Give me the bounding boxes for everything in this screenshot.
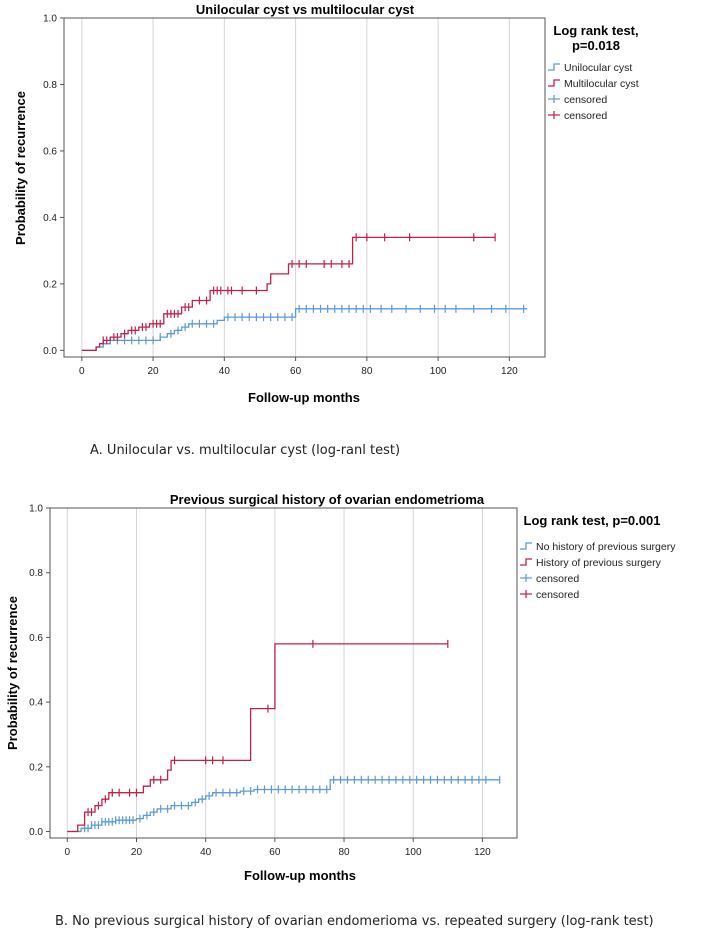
series-group [81, 233, 528, 352]
legend-label: censored [536, 589, 579, 601]
y-tick-label: 1.0 [43, 14, 57, 25]
y-axis-label: Probability of recurrence [5, 596, 20, 750]
x-tick-label: 120 [501, 366, 518, 377]
x-tick-label: 40 [219, 366, 231, 377]
x-tick-label: 20 [148, 366, 160, 377]
legend-label: History of previous surgery [536, 557, 662, 569]
legend-label: Unilocular cyst [564, 62, 632, 74]
legend-label: censored [536, 573, 579, 585]
x-tick-label: 20 [131, 847, 143, 858]
legend-label: censored [564, 110, 607, 122]
x-tick-label: 80 [361, 366, 373, 377]
legend-line-swatch [520, 542, 532, 550]
x-axis-label: Follow-up months [244, 868, 356, 883]
y-tick-label: 0.2 [29, 762, 43, 773]
legend-line-swatch [548, 79, 560, 87]
y-tick-label: 0.4 [29, 698, 43, 709]
x-tick-labels: 0 20 40 60 80 100 120 [79, 366, 518, 377]
y-tick-labels: 0.0 0.2 0.4 0.6 0.8 1.0 [29, 504, 43, 839]
y-tick-labels: 0.0 0.2 0.4 0.6 0.8 1.0 [43, 14, 57, 357]
legend-title-line1: Log rank test, p=0.001 [524, 513, 661, 528]
y-tick-label: 0.4 [43, 213, 57, 224]
series-line [81, 236, 496, 352]
x-tick-label: 40 [200, 847, 212, 858]
legend-line-swatch [520, 558, 532, 566]
y-tick-label: 0.8 [29, 568, 43, 579]
legend-label: censored [564, 94, 607, 106]
figure-caption-a: A. Unilocular vs. multilocular cyst (log… [90, 443, 401, 458]
figure-caption-b: B. No previous surgical history of ovari… [55, 914, 654, 929]
legend-title-line1: Log rank test, [553, 23, 638, 38]
x-tick-label: 0 [79, 366, 85, 377]
legend: Log rank test, p=0.001 No history of pre… [520, 513, 676, 601]
y-tick-label: 0.6 [43, 146, 57, 157]
x-tick-labels: 0 20 40 60 80 100 120 [65, 847, 492, 858]
chart-title: Previous surgical history of ovarian end… [170, 492, 485, 507]
series-group [67, 639, 501, 833]
series-line [81, 308, 528, 352]
x-tick-label: 100 [430, 366, 447, 377]
y-tick-label: 0.8 [43, 80, 57, 91]
gridlines [66, 508, 483, 838]
x-tick-label: 100 [405, 847, 422, 858]
y-tick-label: 0.0 [43, 346, 57, 357]
series-line [67, 643, 448, 833]
plot-frame [49, 507, 518, 839]
legend: Log rank test, p=0.018 Unilocular cyst Mu… [548, 23, 639, 122]
legend-title-line2: p=0.018 [572, 38, 620, 53]
legend-label: No history of previous surgery [536, 541, 676, 553]
axes [46, 507, 518, 842]
series-line [67, 779, 500, 833]
chart-panel-b: Previous surgical history of ovarian end… [5, 492, 676, 883]
y-tick-label: 0.0 [29, 827, 43, 838]
gridlines [81, 18, 510, 357]
x-axis-label: Follow-up months [248, 390, 360, 405]
chart-panel-a: Unilocular cyst vs multilocular cyst Fol… [13, 2, 639, 405]
x-tick-label: 60 [269, 847, 281, 858]
chart-title: Unilocular cyst vs multilocular cyst [196, 2, 415, 17]
x-tick-label: 80 [338, 847, 350, 858]
plot-frame [63, 17, 546, 358]
x-tick-label: 120 [474, 847, 491, 858]
x-tick-label: 0 [65, 847, 71, 858]
legend-line-swatch [548, 63, 560, 71]
x-tick-label: 60 [290, 366, 302, 377]
y-tick-label: 0.6 [29, 633, 43, 644]
y-axis-label: Probability of recurrence [13, 91, 28, 245]
y-tick-label: 0.2 [43, 279, 57, 290]
legend-label: Multilocular cyst [564, 78, 639, 90]
axes [60, 17, 546, 361]
y-tick-label: 1.0 [29, 504, 43, 515]
